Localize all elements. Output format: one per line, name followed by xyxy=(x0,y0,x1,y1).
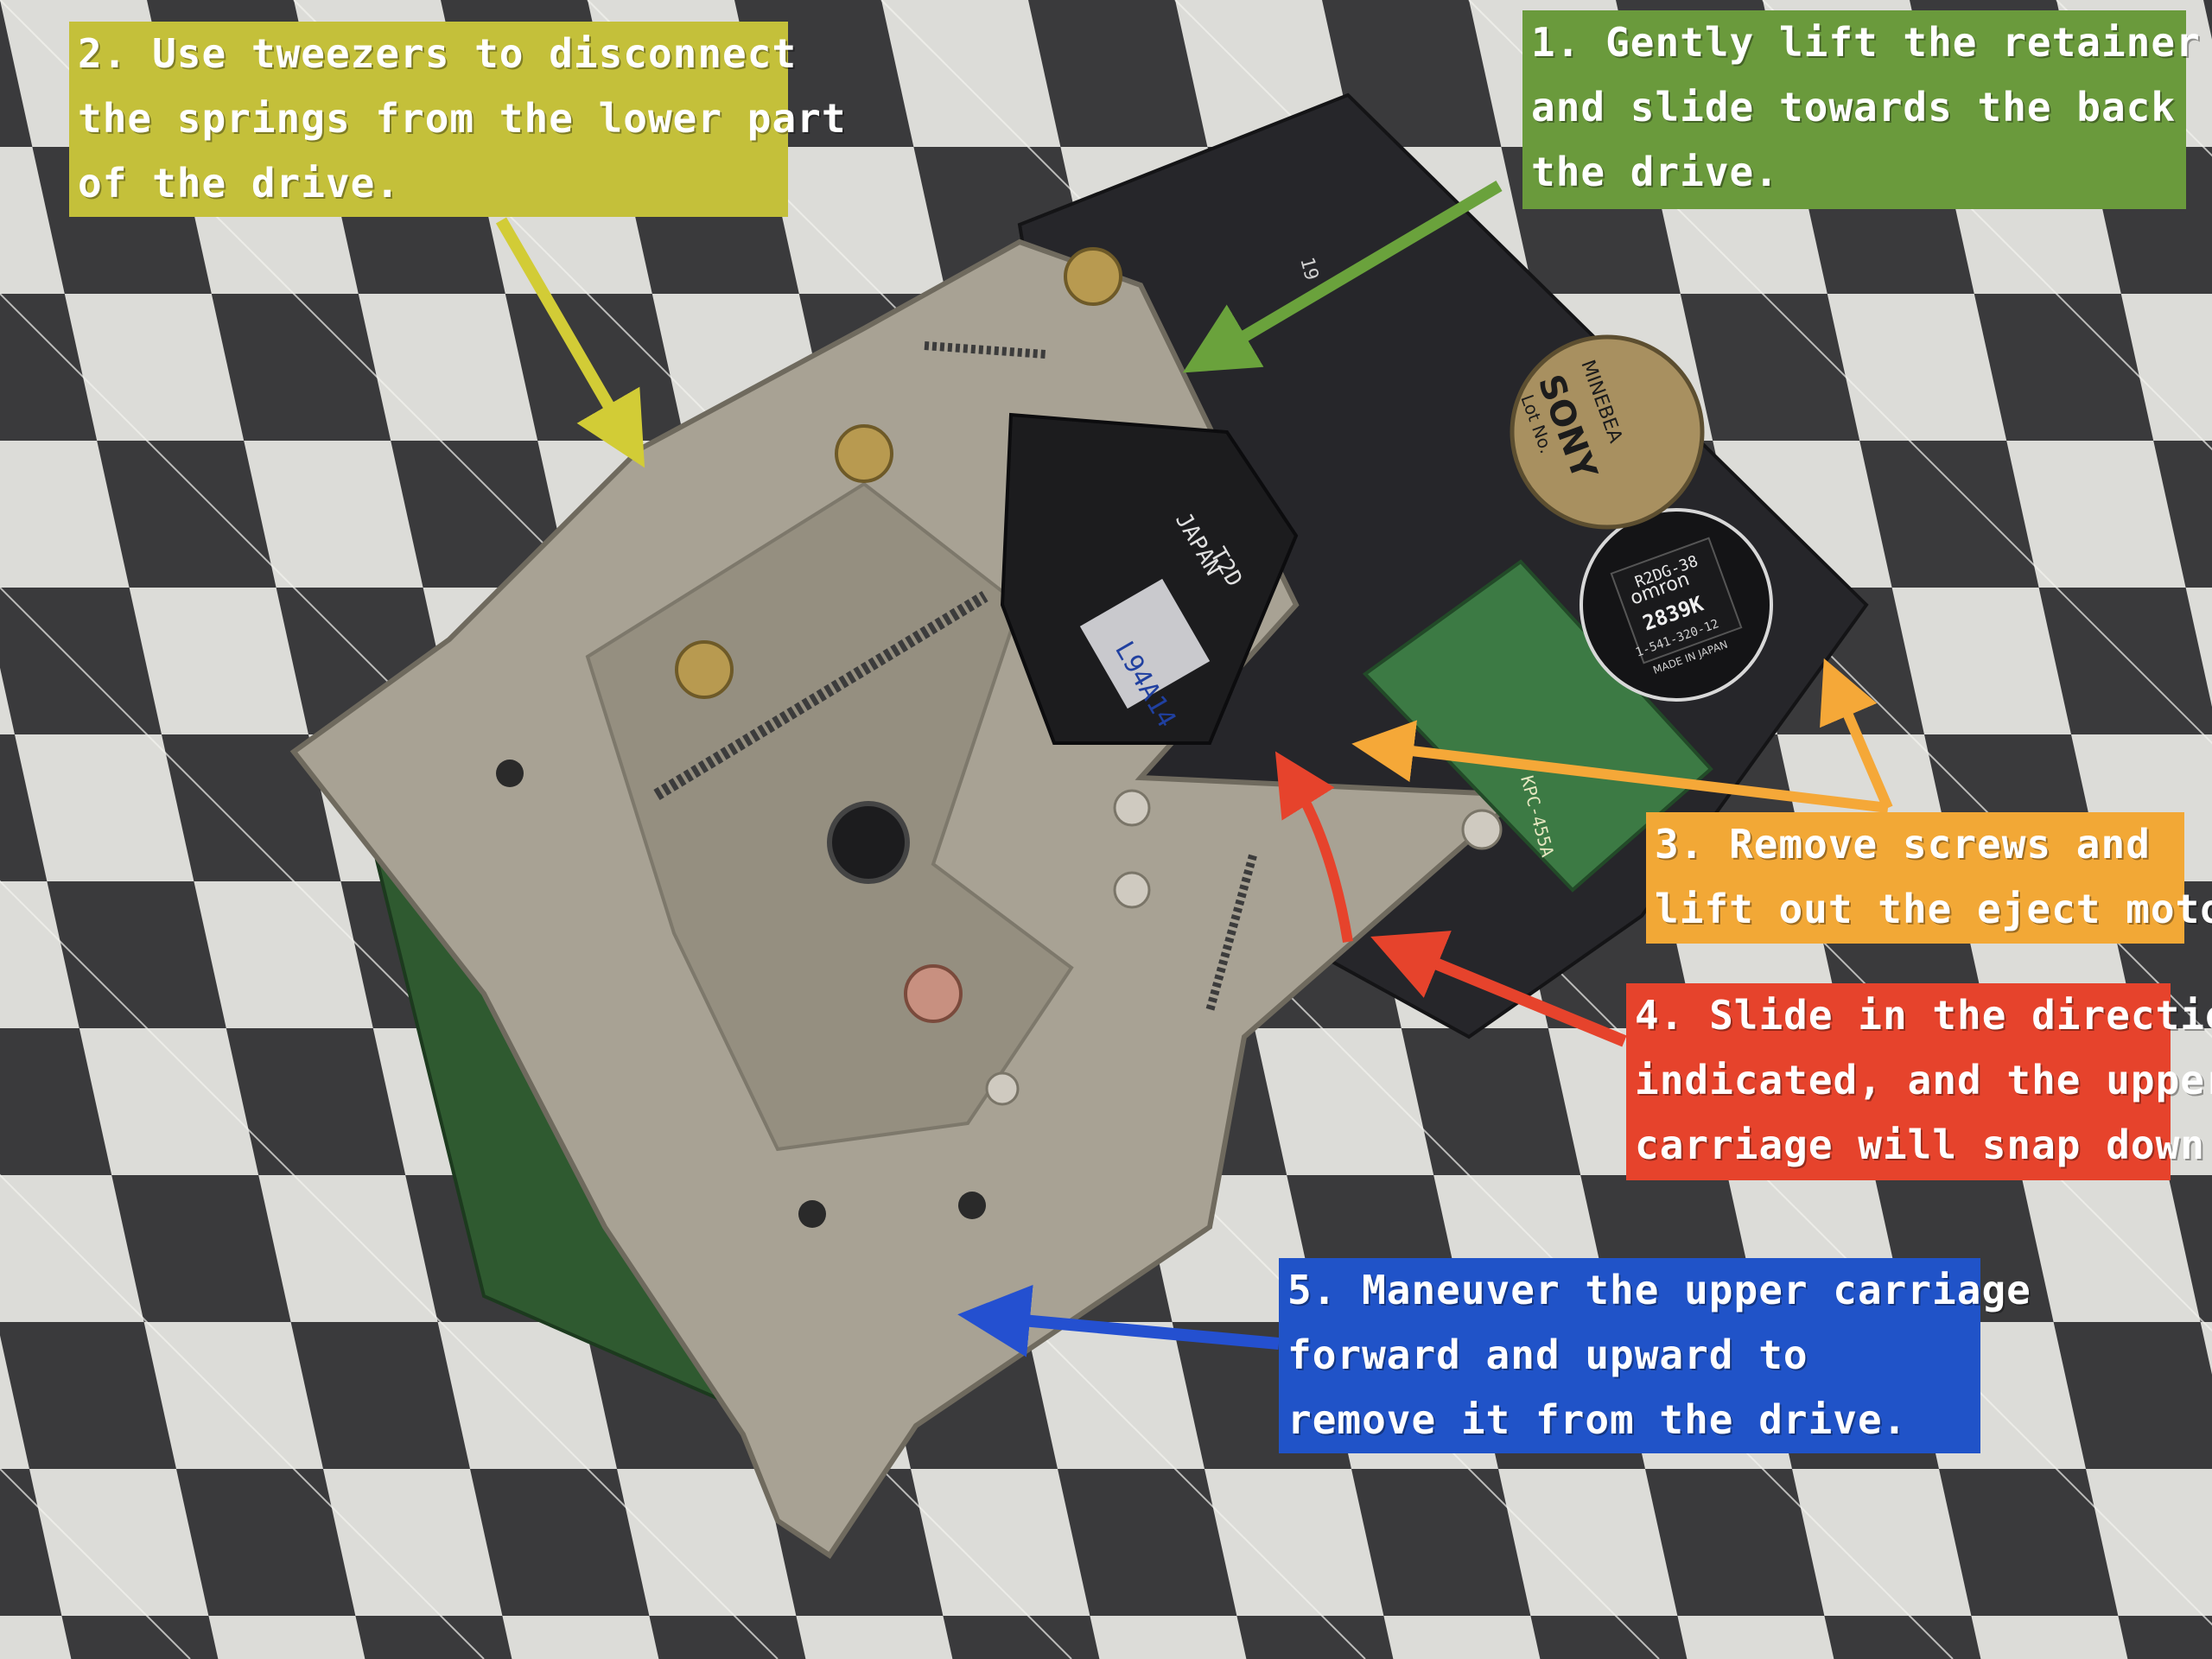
mat-grid-line xyxy=(1762,0,2212,451)
mat-square xyxy=(437,1322,617,1469)
pin xyxy=(1113,789,1151,827)
step-2-line: of the drive. xyxy=(78,160,401,207)
mat-square xyxy=(258,1175,438,1322)
motor-pcb xyxy=(1362,559,1713,893)
step-4-callout: 4. Slide in the direction indicated, and… xyxy=(1626,983,2212,1180)
mat-square xyxy=(129,588,308,734)
mount-hole xyxy=(496,760,524,787)
mat-square xyxy=(0,667,15,734)
mat-square xyxy=(2120,294,2212,441)
mat-square xyxy=(79,1028,259,1175)
pin xyxy=(1113,871,1151,909)
pin xyxy=(1461,809,1503,850)
step-4-line: carriage will snap down. xyxy=(1635,1122,2212,1168)
mat-square xyxy=(1254,1028,1434,1175)
step-5-line: remove it from the drive. xyxy=(1287,1396,1908,1443)
step-2-arrow xyxy=(495,217,645,468)
step-4-line: indicated, and the upper xyxy=(1635,1057,2212,1103)
small-spring xyxy=(1205,854,1257,1013)
brass-screw xyxy=(835,424,893,483)
step-3-callout: 3. Remove screws and lift out the eject … xyxy=(1646,812,2212,944)
motor-label xyxy=(1610,537,1743,664)
mat-square xyxy=(1205,1469,1384,1616)
step-3-line: 3. Remove screws and xyxy=(1655,821,2151,868)
mat-square xyxy=(1792,1469,1972,1616)
mat-square xyxy=(2200,1322,2212,1375)
step-2-line: the springs from the lower part xyxy=(78,95,847,142)
mat-square xyxy=(29,1469,209,1616)
mat-square xyxy=(911,1469,1090,1616)
brass-screw xyxy=(1064,247,1122,306)
mat-square xyxy=(143,1322,323,1469)
mat-square xyxy=(0,1616,72,1659)
long-spring xyxy=(653,591,988,800)
step-5-line: 5. Maneuver the upper carriage xyxy=(1287,1267,2031,1313)
pin xyxy=(985,1071,1020,1106)
mat-square xyxy=(796,1616,953,1659)
brass-screw xyxy=(675,640,734,699)
mat-square xyxy=(2185,588,2212,708)
mat-square xyxy=(208,1616,365,1659)
mat-square xyxy=(1025,1322,1205,1469)
step-1-line: 1. Gently lift the retainer tab, xyxy=(1531,19,2212,66)
spindle-hub xyxy=(827,801,910,884)
mat-square xyxy=(502,1616,659,1659)
mat-grid-line xyxy=(1468,0,2212,745)
step-3-arrow-a xyxy=(1351,720,1889,813)
mat-square xyxy=(881,0,1061,147)
step-2-line: 2. Use tweezers to disconnect xyxy=(78,30,798,77)
mount-hole xyxy=(798,1200,826,1228)
spindle-motor xyxy=(1510,334,1705,530)
mat-square xyxy=(1971,1616,2128,1659)
mat-square xyxy=(15,734,194,881)
mat-grid-line xyxy=(0,880,779,1659)
step-1-line: the drive. xyxy=(1531,149,1779,195)
floppy-drive: L94A14 JAPAN T2D SONY MINEBEA Lot No. om… xyxy=(289,92,1869,1560)
mat-square xyxy=(617,1469,797,1616)
step-3-arrow-b xyxy=(1820,658,1893,810)
step-4-arrow xyxy=(1370,931,1627,1047)
mat-square xyxy=(2006,441,2186,588)
mat-square xyxy=(323,1469,503,1616)
mat-square xyxy=(766,147,946,294)
copper-screw xyxy=(904,964,963,1023)
mount-hole xyxy=(958,1192,986,1219)
mat-square xyxy=(1498,1469,1678,1616)
mat-grid-line xyxy=(0,1173,485,1659)
step-1-line: and slide towards the back xyxy=(1531,84,2177,130)
mat-square xyxy=(2086,1469,2212,1616)
step-5-callout: 5. Maneuver the upper carriage forward a… xyxy=(1279,1258,2031,1453)
mat-square xyxy=(194,881,373,1028)
step-1-callout: 1. Gently lift the retainer tab, and sli… xyxy=(1522,10,2212,209)
slide-direction-arrow xyxy=(1274,751,1353,943)
head-block xyxy=(1000,412,1299,745)
mat-square xyxy=(2021,1175,2201,1322)
step-5-arrow xyxy=(957,1284,1280,1357)
mat-square xyxy=(244,441,423,588)
mat-square xyxy=(0,441,130,588)
mat-square xyxy=(0,1335,29,1469)
mat-square xyxy=(1891,588,2071,734)
mat-square xyxy=(1677,1616,1834,1659)
head-sticker xyxy=(1079,578,1211,709)
step-3-line: lift out the eject motor. xyxy=(1655,886,2212,932)
step-2-callout: 2. Use tweezers to disconnect the spring… xyxy=(69,22,847,217)
step-4-line: 4. Slide in the direction xyxy=(1635,992,2212,1039)
mat-square xyxy=(1383,1616,1541,1659)
step-1-arrow xyxy=(1182,180,1503,373)
mat-square xyxy=(0,881,79,1028)
mat-square xyxy=(1090,1616,1247,1659)
mat-square xyxy=(0,147,65,294)
step-5-line: forward and upward to xyxy=(1287,1332,1808,1378)
